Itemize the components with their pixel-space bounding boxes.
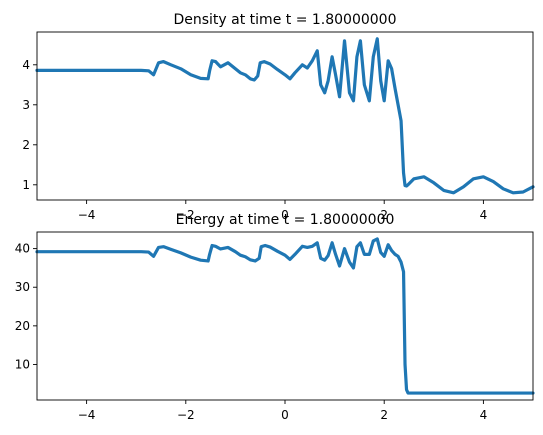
density-x-tick-label: −4: [78, 208, 96, 222]
energy-y-tick-label: 30: [15, 280, 30, 294]
energy-x-tick-label: −4: [78, 408, 96, 422]
energy-chart-title: Energy at time t = 1.80000000: [176, 212, 395, 228]
density-x-tick-label: 2: [380, 208, 388, 222]
density-series-line: [35, 37, 535, 195]
density-y-ticks: 1 2 3 4: [22, 58, 37, 192]
energy-x-tick-label: 0: [281, 408, 289, 422]
energy-y-tick-label: 40: [15, 242, 30, 256]
density-x-tick-label: 0: [281, 208, 289, 222]
energy-x-tick-label: 4: [480, 408, 488, 422]
energy-y-tick-label: 10: [15, 357, 30, 371]
density-chart-title: Density at time t = 1.80000000: [173, 12, 396, 28]
energy-chart: −4 −2 0 2 4 10 20 30 40: [15, 231, 535, 422]
energy-series-line: [35, 237, 535, 395]
density-y-tick-label: 1: [22, 178, 30, 192]
energy-x-ticks: −4 −2 0 2 4: [78, 400, 487, 422]
density-axes-frame: [36, 31, 534, 201]
energy-x-tick-label: −2: [177, 408, 195, 422]
density-y-tick-label: 2: [22, 138, 30, 152]
density-x-tick-label: −2: [177, 208, 195, 222]
energy-axes-frame: [36, 231, 534, 401]
energy-x-tick-label: 2: [380, 408, 388, 422]
energy-y-ticks: 10 20 30 40: [15, 242, 37, 371]
density-y-tick-label: 3: [22, 98, 30, 112]
density-y-tick-label: 4: [22, 58, 30, 72]
density-chart: Density at time t = 1.80000000 −4 −2 0 2 4 1…: [22, 12, 535, 222]
energy-y-tick-label: 20: [15, 319, 30, 333]
density-x-ticks: −4 −2 0 2 4: [78, 200, 487, 222]
density-x-tick-label: 4: [480, 208, 488, 222]
